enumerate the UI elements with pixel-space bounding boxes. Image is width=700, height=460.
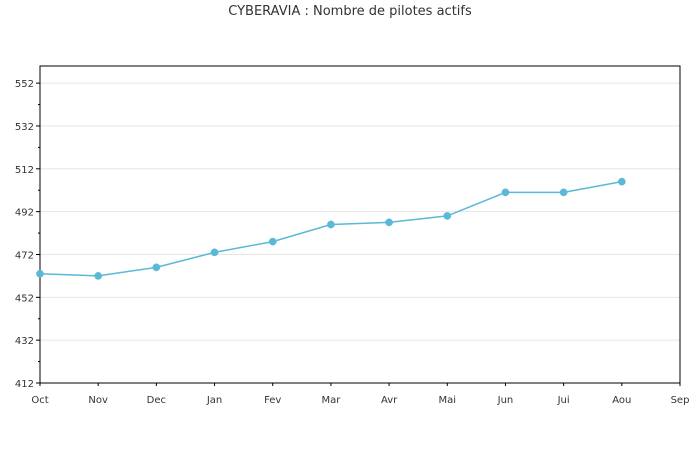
- data-point: [385, 218, 393, 227]
- grid-lines: [40, 82, 680, 341]
- y-tick-label: 472: [15, 250, 34, 261]
- data-point: [94, 272, 103, 280]
- data-point: [443, 212, 452, 220]
- x-tick-label: Avr: [381, 395, 398, 406]
- data-point: [268, 237, 277, 246]
- y-tick-label: 492: [15, 208, 34, 219]
- data-point: [327, 220, 335, 229]
- series-line: [39, 180, 622, 277]
- x-tick-label: Jan: [206, 395, 222, 406]
- x-tick-label: Mai: [438, 395, 456, 406]
- series-layer: [36, 177, 626, 280]
- x-tick-label: Fev: [264, 395, 281, 406]
- x-axis-ticks: Oct Nov Dec Jan Fev Mar Avr Mai Jun Jui Aou Sep: [31, 383, 689, 406]
- data-point: [210, 248, 219, 257]
- y-tick-label: 452: [15, 293, 34, 304]
- y-tick-label: 412: [15, 379, 34, 390]
- x-tick-label: Mar: [321, 395, 341, 406]
- y-tick-label: 552: [15, 79, 34, 90]
- plot-area-frame: [39, 65, 681, 384]
- x-tick-label: Jun: [497, 395, 514, 406]
- y-tick-label: 532: [15, 122, 34, 133]
- x-tick-label: Aou: [612, 395, 631, 406]
- y-axis-ticks: 412 432 452 472 492 512 532 552: [15, 79, 40, 390]
- data-point: [559, 188, 568, 197]
- data-point: [36, 269, 44, 278]
- x-tick-label: Dec: [147, 395, 166, 406]
- x-tick-label: Oct: [31, 395, 48, 406]
- chart-title: CYBERAVIA : Nombre de pilotes actifs: [228, 4, 472, 19]
- x-tick-label: Sep: [671, 395, 690, 406]
- x-tick-label: Nov: [88, 395, 108, 406]
- data-point: [501, 188, 510, 197]
- data-point: [617, 177, 626, 186]
- x-tick-label: Jui: [557, 395, 570, 406]
- y-tick-label: 432: [15, 336, 34, 347]
- data-point: [152, 263, 161, 272]
- y-tick-label: 512: [15, 165, 34, 176]
